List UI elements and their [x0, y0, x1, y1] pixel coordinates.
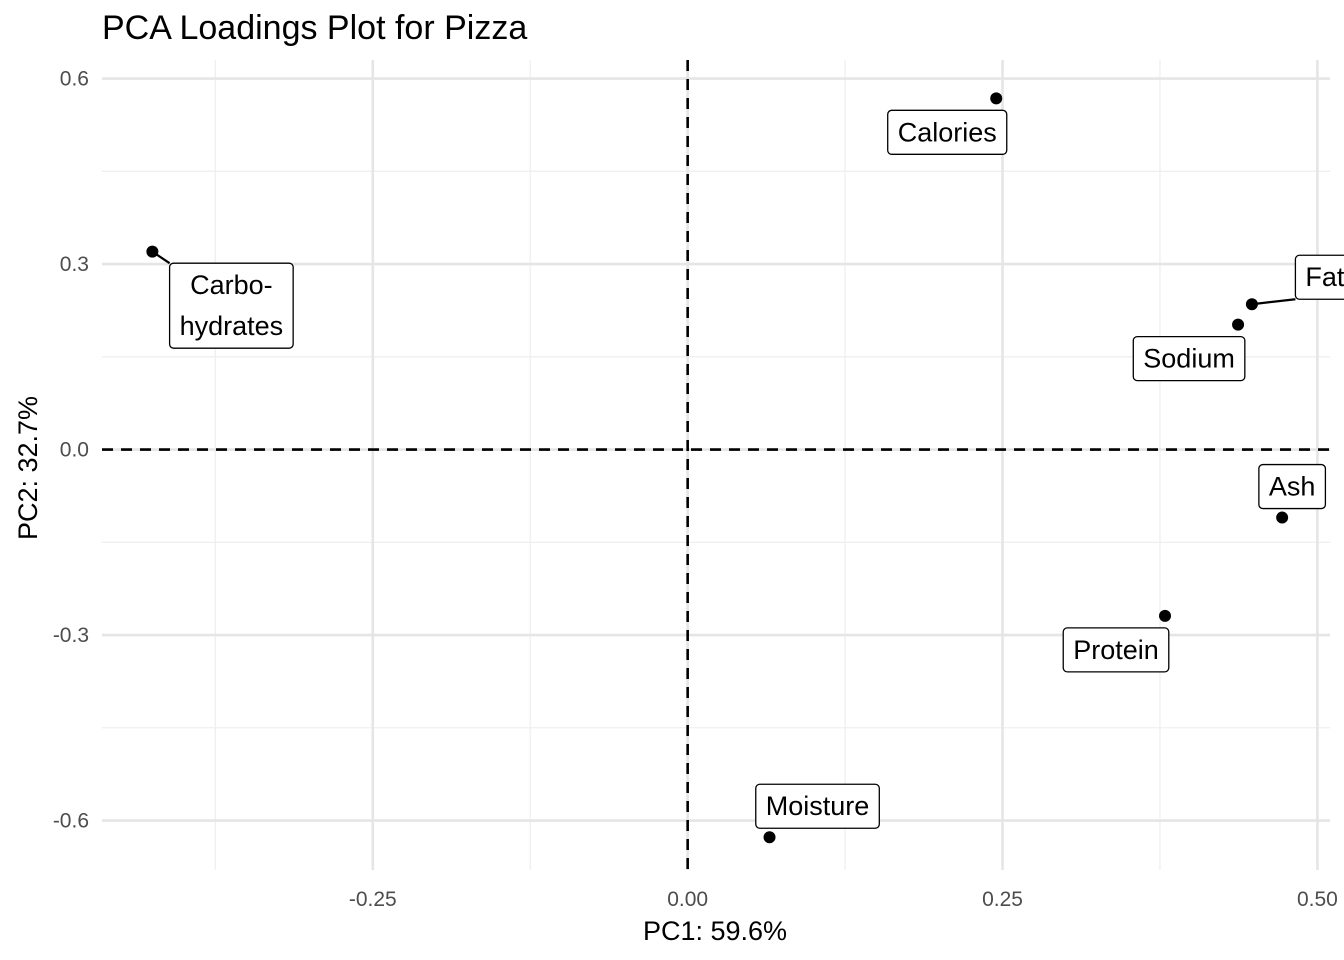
point-label-text: Carbo- — [190, 270, 273, 300]
point-label-box — [168, 262, 294, 349]
data-point — [990, 92, 1003, 105]
point-label-text: hydrates — [180, 311, 284, 341]
point-label-fat: Fat — [1294, 254, 1344, 300]
reference-lines — [102, 60, 1330, 870]
data-point — [1232, 318, 1245, 331]
tick-labels: -0.25 0.00 0.25 0.50 -0.6 -0.3 0.0 0.3 0.6 — [53, 68, 1338, 911]
label-segments — [151, 250, 1296, 306]
point-label-ash: Ash — [1258, 463, 1327, 510]
y-axis-title: PC2: 32.7% — [13, 396, 43, 540]
grid — [102, 60, 1330, 870]
x-tick-label: 0.25 — [982, 888, 1023, 911]
label-connector — [1251, 298, 1296, 306]
y-tick-label: -0.6 — [53, 810, 89, 833]
point-label-box — [887, 109, 1008, 155]
data-point — [146, 245, 159, 258]
point-label-box — [1062, 627, 1170, 673]
point-label-calories: Calories — [887, 109, 1008, 155]
y-tick-label: -0.3 — [53, 624, 89, 647]
data-points — [146, 92, 1289, 844]
x-axis-title: PC1: 59.6% — [643, 916, 787, 946]
point-label-moisture: Moisture — [755, 783, 880, 829]
point-label-text: Sodium — [1143, 344, 1235, 374]
point-label-text: Protein — [1073, 635, 1159, 665]
point-label-box — [1294, 254, 1344, 300]
data-point — [1159, 609, 1172, 622]
x-tick-label: 0.50 — [1297, 888, 1338, 911]
point-label-protein: Protein — [1062, 627, 1170, 673]
data-point — [1245, 298, 1258, 311]
point-label-text: Ash — [1269, 472, 1316, 502]
point-label-text: Calories — [898, 117, 997, 147]
point-label-box — [1132, 335, 1246, 382]
point-label-sodium: Sodium — [1132, 335, 1246, 382]
chart-title: PCA Loadings Plot for Pizza — [102, 9, 527, 47]
point-label-text: Fat — [1305, 262, 1344, 292]
x-tick-label: 0.00 — [667, 888, 708, 911]
point-labels: Calories Carbo-hydrates Fat Sodium Ash Protei… — [168, 109, 1344, 829]
point-label-box — [1258, 463, 1327, 510]
y-tick-label: 0.6 — [60, 68, 89, 91]
x-tick-label: -0.25 — [349, 888, 397, 911]
point-label-text: Moisture — [766, 791, 870, 821]
point-label-box — [755, 783, 880, 829]
y-tick-label: 0.0 — [60, 439, 89, 462]
data-point — [763, 831, 776, 844]
data-point — [1276, 511, 1289, 524]
point-label-carbo-hydrates: Carbo-hydrates — [168, 262, 294, 349]
y-tick-label: 0.3 — [60, 253, 89, 276]
